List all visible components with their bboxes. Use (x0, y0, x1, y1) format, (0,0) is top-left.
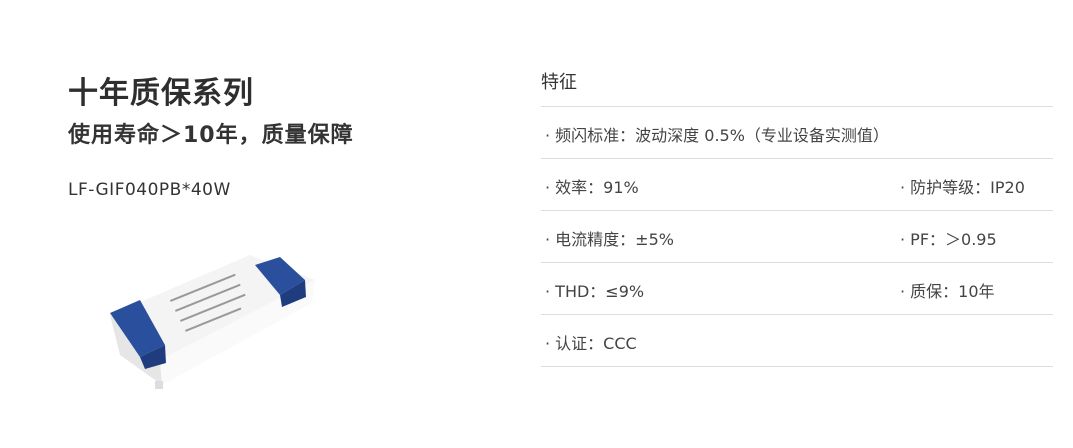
feature-row: · 效率：91% · 防护等级：IP20 (541, 159, 1053, 211)
page-title: 十年质保系列 (68, 76, 254, 111)
feature-row: · THD：≤9% · 质保：10年 (541, 263, 1053, 315)
feature-row: · 认证：CCC (541, 315, 1053, 367)
feature-row: · 频闪标准：波动深度 0.5%（专业设备实测值） (541, 107, 1053, 159)
feature-flicker: · 频闪标准：波动深度 0.5%（专业设备实测值） (545, 126, 889, 145)
model-number: LF-GIF040PB*40W (68, 180, 231, 200)
feature-warranty: · 质保：10年 (900, 282, 995, 301)
feature-row: · 电流精度：±5% · PF：＞0.95 (541, 211, 1053, 263)
features-heading: 特征 (541, 72, 577, 93)
feature-ip-rating: · 防护等级：IP20 (900, 178, 1025, 197)
feature-pf: · PF：＞0.95 (900, 230, 997, 249)
page-subtitle: 使用寿命＞10年，质量保障 (68, 123, 354, 148)
feature-current-accuracy: · 电流精度：±5% (545, 230, 674, 249)
feature-thd: · THD：≤9% (545, 282, 645, 301)
feature-efficiency: · 效率：91% (545, 178, 639, 197)
product-image (110, 255, 315, 389)
features-list: · 频闪标准：波动深度 0.5%（专业设备实测值） · 效率：91% · 防护等级… (541, 106, 1053, 367)
feature-certification: · 认证：CCC (545, 334, 637, 353)
